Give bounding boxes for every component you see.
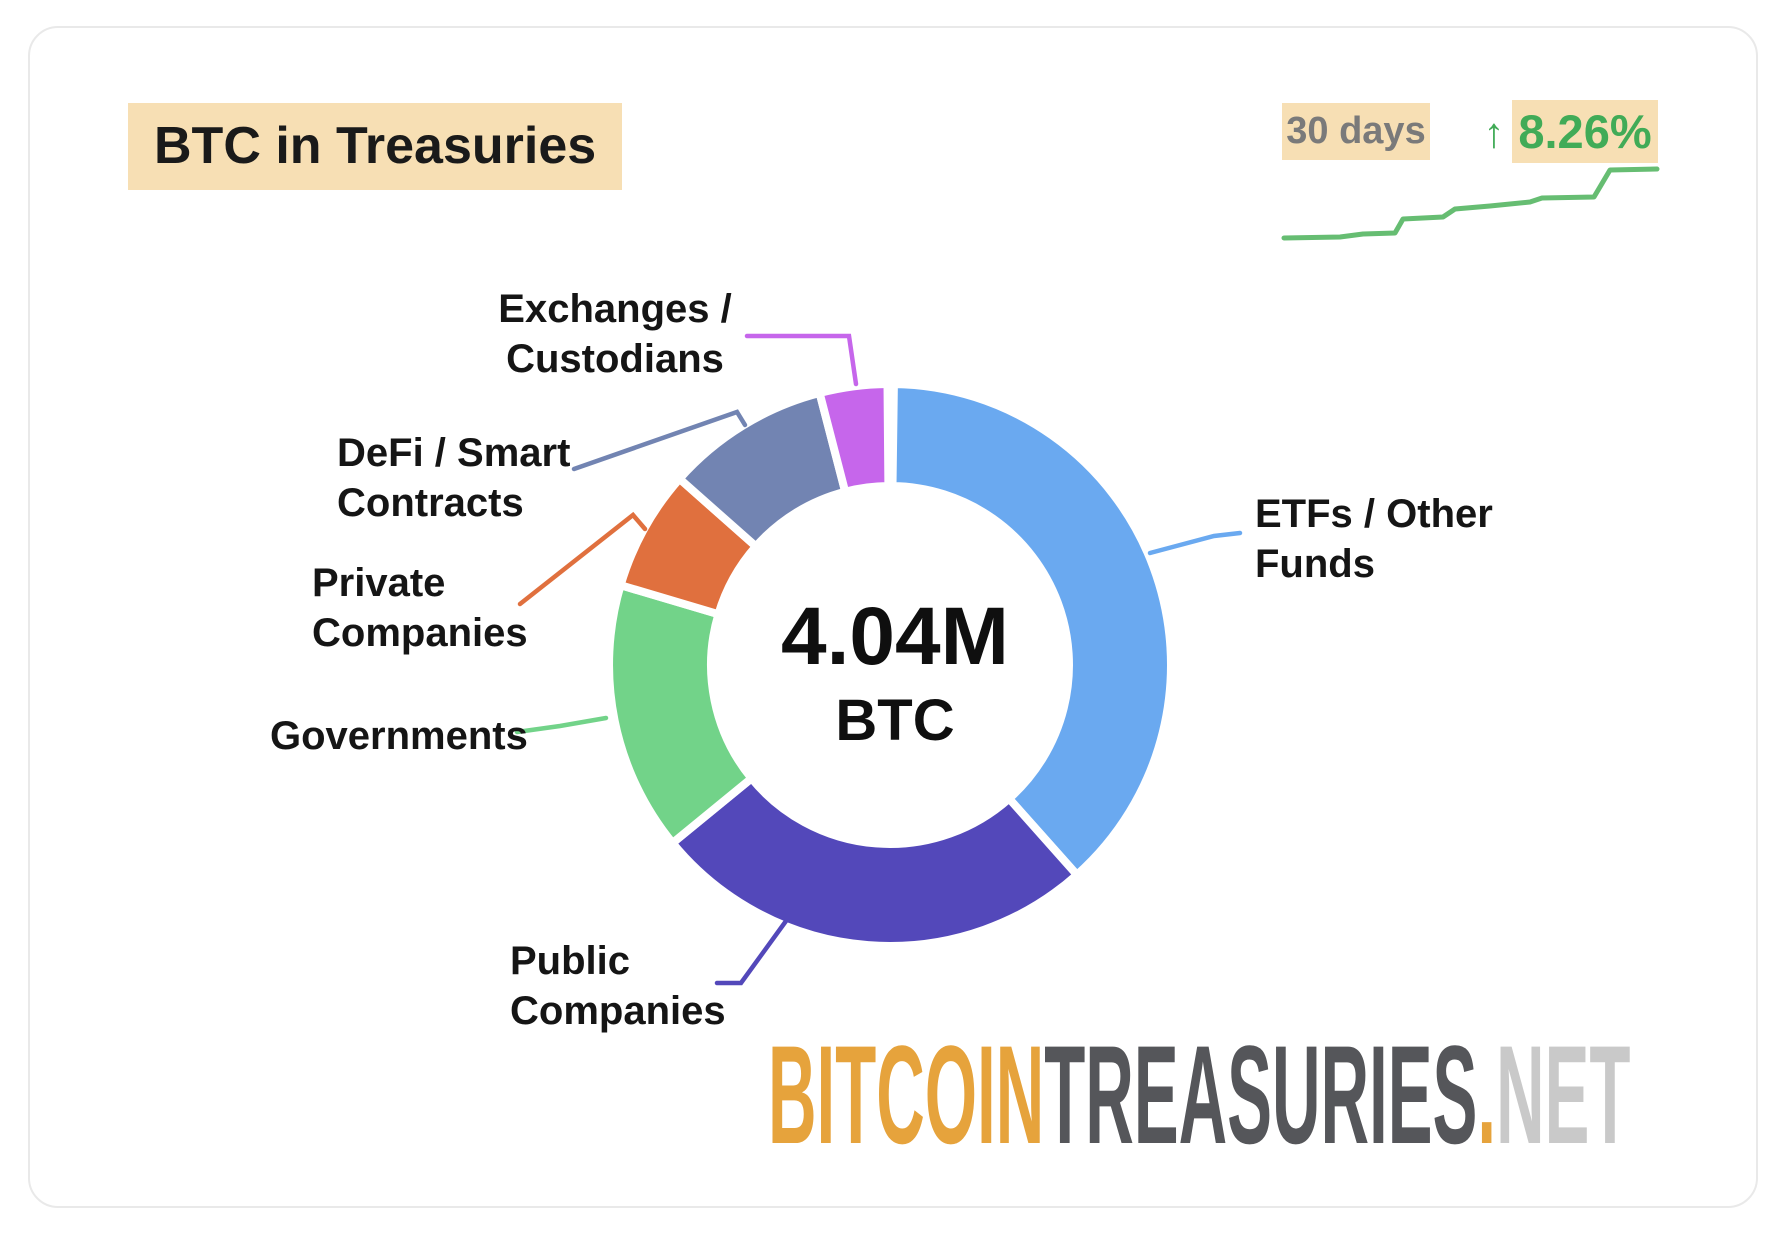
callout-line: Governments — [270, 714, 528, 758]
page-title: BTC in Treasuries — [128, 103, 623, 190]
callout-line: Exchanges / — [498, 287, 732, 331]
callout-line: Custodians — [506, 337, 724, 381]
leader-line-private-companies — [517, 511, 648, 607]
callout-private-companies: Private Companies — [312, 558, 528, 658]
bitcointreasuries-logo: BITCOINTREASURIES.NET — [768, 1025, 1630, 1165]
callout-line: Private — [312, 561, 446, 605]
callout-exchanges-custodians: Exchanges / Custodians — [455, 284, 775, 384]
callout-line: Funds — [1255, 542, 1375, 586]
leader-line-public-companies — [714, 918, 789, 986]
callout-line: Contracts — [337, 481, 524, 525]
donut-segment-exchanges-custodians[interactable] — [815, 380, 893, 496]
callout-line: DeFi / Smart — [337, 431, 571, 475]
logo-part-bitcoin: BITCOIN — [768, 1016, 1045, 1173]
leader-line-governments — [514, 715, 609, 735]
card-frame — [28, 26, 1758, 1208]
trend-sparkline — [1281, 166, 1660, 241]
donut-center-label: 4.04M BTC — [690, 596, 1100, 750]
callout-line: Public — [510, 939, 631, 983]
logo-part-net: NET — [1496, 1016, 1631, 1173]
callout-defi-smart-contracts: DeFi / Smart Contracts — [337, 428, 570, 528]
logo-part-treasuries: TREASURIES — [1044, 1016, 1478, 1173]
donut-segment-etfs-other-funds[interactable] — [888, 380, 1175, 879]
leader-line-defi-smart-contracts — [571, 409, 748, 472]
trend-up-arrow-icon: ↑ — [1483, 109, 1505, 156]
leader-line-exchanges-custodians — [744, 333, 859, 387]
trend-change-badge: 8.26% — [1512, 100, 1658, 163]
callout-line: Companies — [312, 611, 528, 655]
callout-etfs-other-funds: ETFs / Other Funds — [1255, 489, 1493, 589]
total-btc-unit: BTC — [835, 688, 955, 753]
callout-governments: Governments — [270, 711, 528, 761]
leader-line-etfs-other-funds — [1147, 530, 1243, 556]
callout-line: Companies — [510, 989, 726, 1033]
period-selector-badge[interactable]: 30 days — [1282, 103, 1430, 160]
callout-line: ETFs / Other — [1255, 492, 1493, 536]
callout-public-companies: Public Companies — [510, 936, 726, 1036]
total-btc-value: 4.04M — [781, 591, 1009, 682]
donut-segment-public-companies[interactable] — [668, 774, 1081, 950]
logo-dot: . — [1477, 1016, 1497, 1173]
